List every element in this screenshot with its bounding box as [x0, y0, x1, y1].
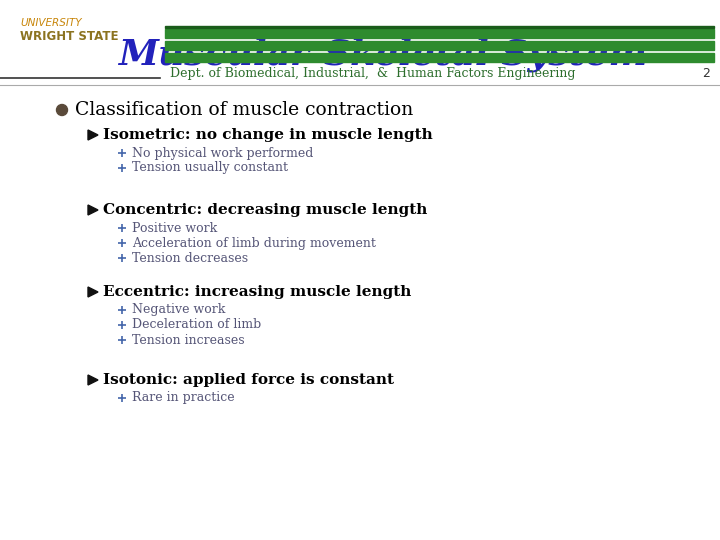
Text: Eccentric: increasing muscle length: Eccentric: increasing muscle length	[103, 285, 411, 299]
Bar	[165, 25, 714, 28]
Bar	[165, 53, 714, 62]
Text: Positive work: Positive work	[132, 221, 217, 234]
Text: Isometric: no change in muscle length: Isometric: no change in muscle length	[103, 128, 433, 142]
Bar	[165, 41, 714, 50]
Text: Negative work: Negative work	[132, 303, 225, 316]
Text: Classification of muscle contraction: Classification of muscle contraction	[75, 101, 413, 119]
Text: Tension increases: Tension increases	[132, 334, 245, 347]
Bar	[165, 29, 714, 38]
Text: Tension decreases: Tension decreases	[132, 252, 248, 265]
Text: WRIGHT STATE: WRIGHT STATE	[20, 30, 119, 43]
Text: UNIVERSITY: UNIVERSITY	[20, 18, 81, 28]
Text: Tension usually constant: Tension usually constant	[132, 161, 288, 174]
Text: 2: 2	[702, 67, 710, 80]
Polygon shape	[88, 375, 98, 385]
Text: Isotonic: applied force is constant: Isotonic: applied force is constant	[103, 373, 394, 387]
Text: Deceleration of limb: Deceleration of limb	[132, 319, 261, 332]
Text: Acceleration of limb during movement: Acceleration of limb during movement	[132, 237, 376, 249]
Polygon shape	[88, 205, 98, 215]
Text: Rare in practice: Rare in practice	[132, 392, 235, 404]
Text: No physical work performed: No physical work performed	[132, 146, 313, 159]
Text: Concentric: decreasing muscle length: Concentric: decreasing muscle length	[103, 203, 428, 217]
Polygon shape	[88, 287, 98, 297]
Circle shape	[56, 105, 68, 116]
Polygon shape	[88, 130, 98, 140]
Text: Muscular-Skeletal System: Muscular-Skeletal System	[118, 37, 647, 71]
Text: Dept. of Biomedical, Industrial,  &  Human Factors Engineering: Dept. of Biomedical, Industrial, & Human…	[170, 67, 575, 80]
